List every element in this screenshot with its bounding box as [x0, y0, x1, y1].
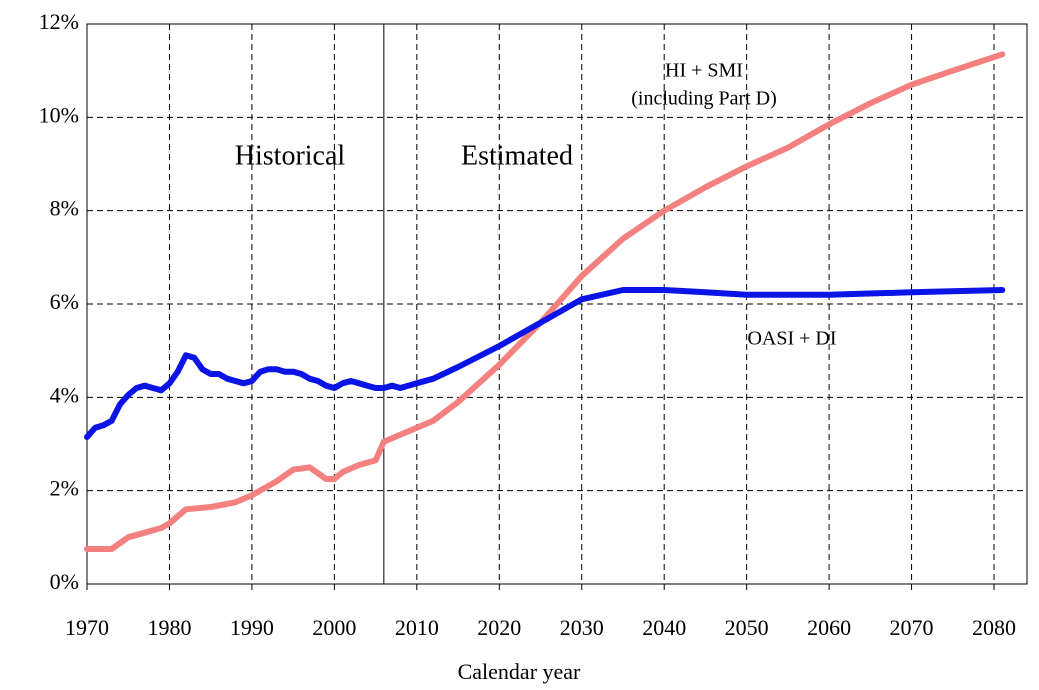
y-tick-label: 12% — [39, 9, 79, 34]
region-label: Historical — [235, 140, 346, 171]
x-tick-label: 1980 — [147, 615, 191, 640]
x-tick-label: 2040 — [642, 615, 686, 640]
x-tick-label: 2080 — [972, 615, 1016, 640]
plot-frame — [86, 23, 1028, 585]
x-tick-label: 1990 — [230, 615, 274, 640]
y-tick-label: 2% — [50, 476, 79, 501]
x-tick-label: 2010 — [395, 615, 439, 640]
annotation: (including Part D) — [631, 88, 777, 110]
x-tick-label: 2020 — [477, 615, 521, 640]
y-tick-label: 0% — [50, 569, 79, 594]
series-line — [84, 287, 1006, 440]
region-label: Estimated — [461, 140, 573, 171]
x-tick-label: 1970 — [65, 615, 109, 640]
x-axis-label: Calendar year — [458, 659, 581, 684]
series-line — [84, 51, 1006, 552]
x-tick-label: 2070 — [890, 615, 934, 640]
y-tick-label: 8% — [50, 196, 79, 221]
y-tick-label: 10% — [39, 102, 79, 127]
y-tick-label: 4% — [50, 382, 79, 407]
y-tick-label: 6% — [50, 289, 79, 314]
x-tick-label: 2030 — [560, 615, 604, 640]
series-label: OASI + DI — [747, 328, 836, 350]
x-tick-label: 2060 — [807, 615, 851, 640]
series-label: HI + SMI — [665, 60, 743, 82]
x-tick-label: 2050 — [725, 615, 769, 640]
x-tick-label: 2000 — [312, 615, 356, 640]
